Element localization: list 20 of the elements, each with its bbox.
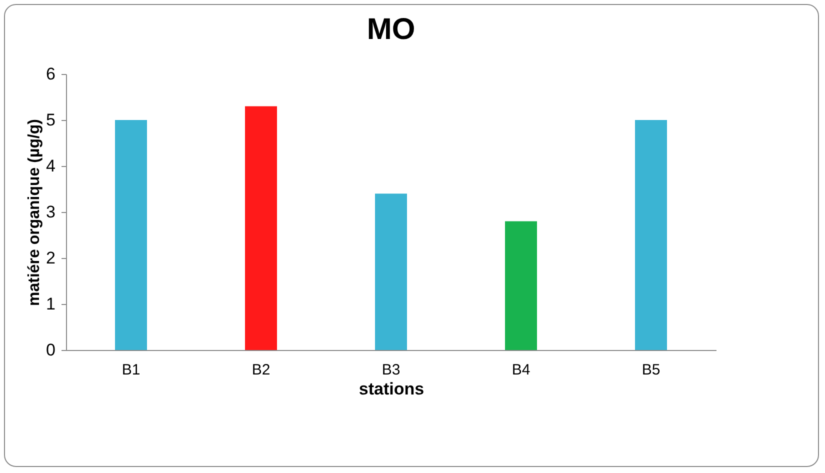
y-tick-label: 3 <box>46 202 56 222</box>
bar <box>505 221 537 350</box>
y-axis-title: matiére organique (µg/g) <box>26 118 44 306</box>
bar <box>115 120 147 350</box>
x-tick-label: B4 <box>512 362 530 378</box>
x-tick-label: B1 <box>122 362 140 378</box>
x-axis-title: stations <box>358 380 424 398</box>
y-tick-label: 1 <box>46 294 56 314</box>
y-tick-label: 0 <box>46 340 56 360</box>
bar <box>375 194 407 350</box>
x-tick-label: B2 <box>252 362 270 378</box>
x-tick-label: B5 <box>642 362 660 378</box>
x-tick-label: B3 <box>382 362 400 378</box>
y-tick-label: 4 <box>46 156 56 176</box>
bar <box>245 106 277 350</box>
y-tick-label: 2 <box>46 248 56 268</box>
y-tick-label: 5 <box>46 110 56 130</box>
chart-title: MO <box>366 13 416 46</box>
bar <box>635 120 667 350</box>
y-tick-label: 6 <box>46 64 56 84</box>
